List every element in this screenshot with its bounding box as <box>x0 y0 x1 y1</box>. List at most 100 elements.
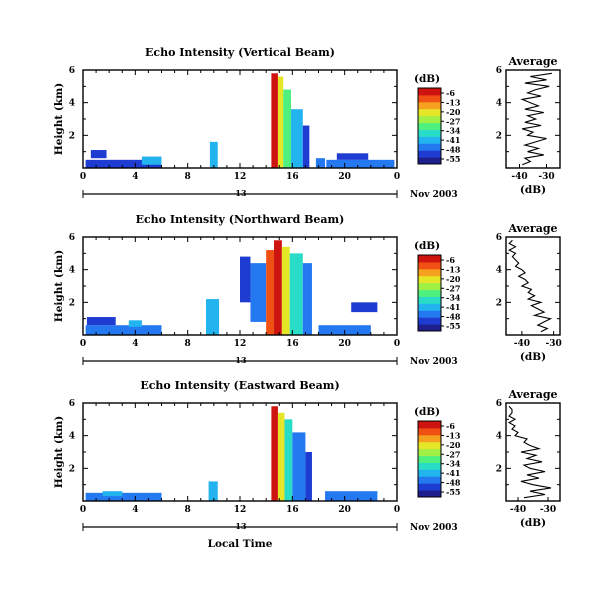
profile-y-tick-label: 6 <box>496 233 502 243</box>
heatmap-cell <box>289 253 303 335</box>
colorbar-segment <box>418 296 441 304</box>
heatmap-cell <box>283 89 292 168</box>
colorbar-tick-label: -13 <box>446 97 461 107</box>
colorbar-segment <box>418 421 441 429</box>
heatmap-cell <box>325 491 378 501</box>
heatmap-cell <box>90 150 107 159</box>
profile-title: Average <box>507 388 557 401</box>
profile-y-tick-label: 2 <box>496 464 502 474</box>
colorbar-segment <box>418 108 441 117</box>
colorbar-segment <box>418 143 441 151</box>
y-axis-label: Height (km) <box>53 416 65 488</box>
colorbar-segment <box>418 101 441 110</box>
heatmap-cell <box>85 492 162 501</box>
date-label: Nov 2003 <box>410 357 458 367</box>
colorbar-segment <box>418 88 441 96</box>
heatmap-cell <box>315 158 326 168</box>
heatmap-cell <box>128 320 142 327</box>
x-tick-label: 12 <box>234 505 247 515</box>
x-tick-label: 8 <box>185 172 191 182</box>
colorbar-segment <box>418 448 441 457</box>
colorbar-segment <box>418 115 441 124</box>
colorbar-segment <box>418 483 441 491</box>
colorbar-segment <box>418 129 441 137</box>
y-tick-label: 2 <box>69 131 75 141</box>
colorbar-tick-label: -55 <box>446 154 460 164</box>
x-tick-label: 0 <box>394 339 400 349</box>
colorbar-tick-label: -34 <box>446 126 461 136</box>
heatmap-cell <box>250 263 267 322</box>
y-tick-label: 4 <box>69 432 75 442</box>
colorbar-segment <box>418 455 441 463</box>
x-tick-label: 12 <box>234 339 247 349</box>
heatmap-cell <box>305 452 312 501</box>
colorbar-segment <box>418 150 441 158</box>
y-tick-label: 6 <box>69 233 75 243</box>
y-tick-label: 2 <box>69 298 75 308</box>
colorbar-tick-label: -41 <box>446 302 460 312</box>
colorbar-segment <box>418 282 441 291</box>
profile-x-tick-label: -40 <box>511 172 527 182</box>
colorbar-tick-label: -20 <box>446 107 461 117</box>
colorbar-frame <box>417 420 442 498</box>
colorbar-segment <box>418 476 441 484</box>
profile-line <box>507 405 552 499</box>
colorbar-segment <box>418 303 441 311</box>
y-tick-label: 6 <box>69 66 75 76</box>
heatmap-cell <box>271 406 278 501</box>
colorbar-tick-label: -27 <box>446 116 460 126</box>
colorbar-tick-label: -41 <box>446 468 460 478</box>
colorbar-tick-label: -20 <box>446 440 461 450</box>
heatmap-cell <box>326 159 395 168</box>
panel-title: Echo Intensity (Eastward Beam) <box>140 379 339 392</box>
heatmap-cell <box>351 302 378 313</box>
heatmap-cell <box>277 412 285 501</box>
colorbar-segment <box>418 490 441 498</box>
y-axis-label: Height (km) <box>53 250 65 322</box>
colorbar-tick-label: -27 <box>446 449 460 459</box>
y-tick-label: 6 <box>69 399 75 409</box>
heatmap-cell <box>205 299 220 335</box>
heatmap-cell <box>85 159 162 168</box>
colorbar-segment <box>418 122 441 130</box>
profile-line <box>508 239 553 333</box>
colorbar-tick-label: -13 <box>446 430 461 440</box>
colorbar-segment <box>418 261 441 270</box>
profile-y-tick-label: 6 <box>496 66 502 76</box>
colorbar-segment <box>418 94 441 103</box>
heatmap-cell <box>271 73 278 168</box>
heatmap-cell <box>274 240 282 335</box>
colorbar-tick-label: -27 <box>446 283 460 293</box>
profile-x-label: (dB) <box>520 184 546 196</box>
heatmap-cell <box>302 263 312 335</box>
heatmap-cell <box>291 109 303 168</box>
profile-title: Average <box>507 222 557 235</box>
profile-x-tick-label: -30 <box>546 339 562 349</box>
date-axis-day: 13 <box>235 355 247 365</box>
colorbar-segment <box>418 289 441 297</box>
date-label: Nov 2003 <box>410 523 458 533</box>
y-tick-label: 4 <box>69 266 75 276</box>
heatmap-cell <box>284 419 293 501</box>
date-axis-day: 13 <box>235 521 247 531</box>
heatmap-cell <box>277 76 284 168</box>
heatmap-cell <box>292 432 306 501</box>
heatmap-cell <box>240 256 251 303</box>
colorbar-tick-label: -55 <box>446 487 460 497</box>
colorbar-frame <box>417 254 442 332</box>
profile-x-label: (dB) <box>520 351 546 363</box>
colorbar-segment <box>418 255 441 263</box>
profile-x-tick-label: -30 <box>538 172 554 182</box>
colorbar-tick-label: -6 <box>446 88 455 98</box>
colorbar-segment <box>418 136 441 144</box>
profile-x-label: (dB) <box>520 517 546 529</box>
profile-frame <box>505 402 561 502</box>
colorbar-segment <box>418 317 441 325</box>
x-tick-label: 20 <box>338 505 351 515</box>
profile-y-tick-label: 4 <box>496 266 502 276</box>
x-tick-label: 16 <box>286 339 299 349</box>
x-tick-label: 8 <box>185 505 191 515</box>
profile-y-tick-label: 6 <box>496 399 502 409</box>
colorbar-segment <box>418 427 441 436</box>
